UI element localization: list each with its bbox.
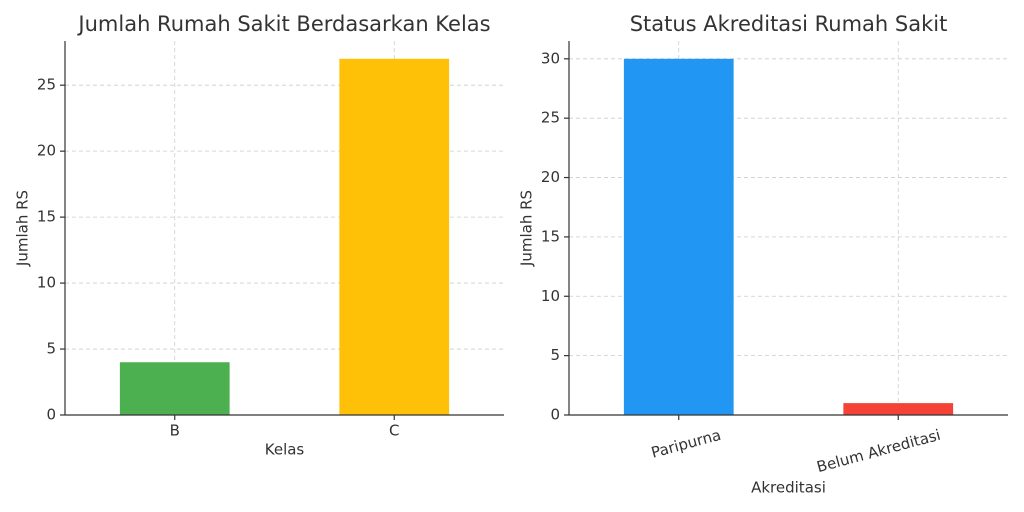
y-axis-label: Jumlah RS [14, 190, 32, 267]
x-axis-label: Akreditasi [751, 479, 826, 497]
bar [623, 58, 734, 416]
y-tick-label: 20 [541, 168, 560, 186]
y-tick-label: 30 [541, 49, 560, 67]
y-tick-label: 10 [37, 274, 56, 292]
bar [119, 362, 230, 415]
y-tick-label: 25 [541, 109, 560, 127]
y-tick-label: 0 [550, 406, 560, 424]
y-tick-label: 5 [550, 346, 560, 364]
y-tick-label: 25 [37, 76, 56, 94]
x-tick-label: C [389, 422, 399, 440]
x-tick-label: Belum Akreditasi [815, 426, 943, 476]
y-tick-label: 10 [541, 287, 560, 305]
bar [843, 403, 954, 415]
y-tick-label: 15 [541, 227, 560, 245]
x-tick-label: B [170, 422, 180, 440]
y-axis-label: Jumlah RS [518, 190, 536, 267]
bar [339, 58, 450, 416]
y-tick-label: 15 [37, 208, 56, 226]
y-tick-label: 20 [37, 142, 56, 160]
chart-title: Jumlah Rumah Sakit Berdasarkan Kelas [76, 12, 490, 36]
x-tick-label: Paripurna [649, 426, 723, 462]
x-axis-label: Kelas [265, 441, 305, 459]
y-tick-label: 0 [46, 406, 56, 424]
y-tick-label: 5 [46, 340, 56, 358]
chart-title: Status Akreditasi Rumah Sakit [630, 12, 948, 36]
